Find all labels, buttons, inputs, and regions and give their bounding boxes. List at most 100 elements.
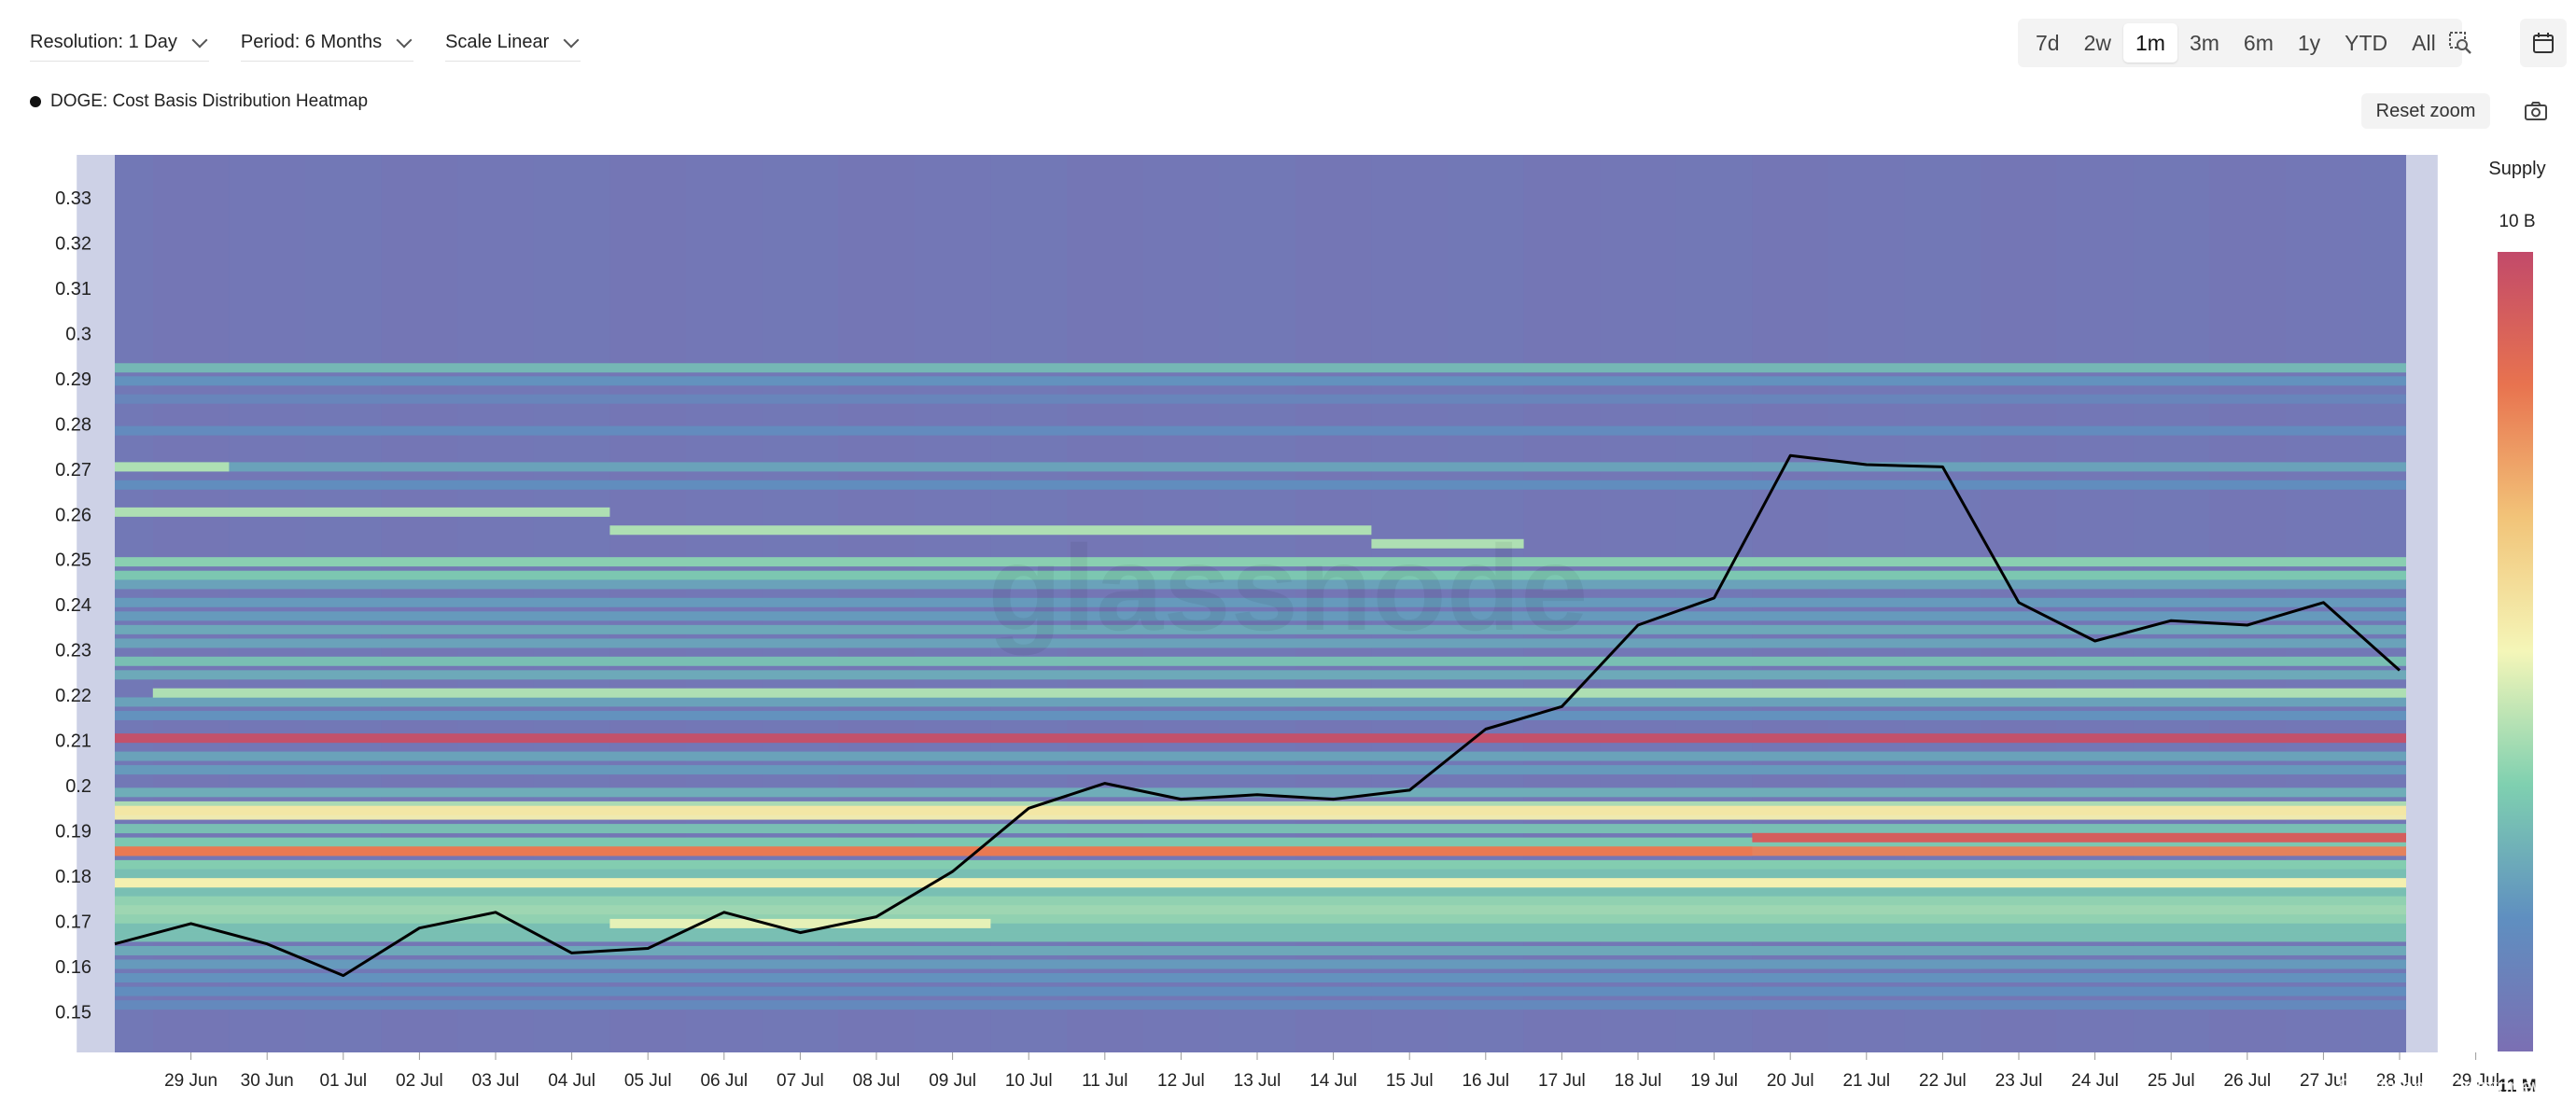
price-line xyxy=(114,453,2401,978)
heatmap-band xyxy=(115,837,2406,847)
x-tick-label: 07 Jul xyxy=(777,1071,824,1091)
x-tick-label: 06 Jul xyxy=(700,1071,748,1091)
reset-zoom-button[interactable]: Reset zoom xyxy=(2361,93,2490,129)
y-tick-label: 0.27 xyxy=(55,460,91,480)
heatmap-band xyxy=(115,697,2406,707)
scale-dropdown[interactable]: Scale Linear xyxy=(445,26,581,62)
y-tick-label: 0.25 xyxy=(55,550,91,571)
y-tick-label: 0.18 xyxy=(55,867,91,887)
x-tick-label: 17 Jul xyxy=(1538,1071,1586,1091)
heatmap-band xyxy=(115,765,2406,775)
heatmap-band xyxy=(115,905,2406,915)
y-tick-label: 0.16 xyxy=(55,957,91,978)
x-tick-label: 16 Jul xyxy=(1462,1071,1509,1091)
x-tick-label: 13 Jul xyxy=(1234,1071,1281,1091)
range-2w-button[interactable]: 2w xyxy=(2083,30,2111,55)
y-tick-label: 0.32 xyxy=(55,234,91,255)
x-tick-label: 04 Jul xyxy=(548,1071,595,1091)
heatmap-segment xyxy=(115,878,2406,888)
heatmap-segment xyxy=(115,846,1753,856)
heatmap-band xyxy=(115,787,2406,798)
heatmap-segment xyxy=(1752,832,2406,842)
resolution-dropdown[interactable]: Resolution: 1 Day xyxy=(30,26,209,62)
calendar-button[interactable] xyxy=(2520,19,2567,67)
range-6m-button[interactable]: 6m xyxy=(2243,30,2274,55)
heatmap-band xyxy=(115,363,2406,373)
camera-icon xyxy=(2525,102,2547,120)
range-all-button[interactable]: All xyxy=(2412,30,2436,55)
range-3m-button[interactable]: 3m xyxy=(2189,30,2219,55)
x-tick-label: 15 Jul xyxy=(1386,1071,1434,1091)
heatmap-band xyxy=(115,896,2406,906)
y-tick-label: 0.29 xyxy=(55,369,91,390)
heatmap-band xyxy=(115,751,2406,761)
heatmap-segment xyxy=(115,507,610,517)
range-7d-button[interactable]: 7d xyxy=(2036,30,2060,55)
colorbar-max-label: 10 B xyxy=(2499,212,2535,231)
heatmap-band xyxy=(115,869,2406,879)
heatmap-layer xyxy=(77,155,2438,1052)
x-tick-label: 05 Jul xyxy=(624,1071,672,1091)
heatmap-band xyxy=(115,886,2406,897)
y-tick-label: 0.22 xyxy=(55,686,91,706)
colorbar: Supply 10 B 11 M xyxy=(2488,159,2545,1096)
heatmap-band xyxy=(115,914,2406,925)
x-tick-label: 01 Jul xyxy=(319,1071,367,1091)
x-tick-label: 21 Jul xyxy=(1842,1071,1890,1091)
y-tick-label: 0.19 xyxy=(55,822,91,842)
heatmap-band xyxy=(115,656,2406,666)
heatmap-band xyxy=(115,425,2406,436)
range-1y-button[interactable]: 1y xyxy=(2297,30,2321,55)
zoom-select-icon[interactable] xyxy=(2448,23,2472,63)
heatmap-band xyxy=(115,624,2406,634)
colorbar-gradient xyxy=(2498,252,2533,1051)
heatmap-band xyxy=(115,480,2406,490)
heatmap-band xyxy=(115,733,2406,744)
x-tick-label: 28 Jul xyxy=(2376,1071,2424,1091)
source-credit: Santiment • Cryptonews xyxy=(2338,1075,2557,1098)
x-tick-label: 26 Jul xyxy=(2223,1071,2271,1091)
y-tick-label: 0.2 xyxy=(65,776,91,797)
scale-label: Scale Linear xyxy=(445,32,550,52)
legend-dot xyxy=(30,96,41,107)
range-ytd-button[interactable]: YTD xyxy=(2345,30,2388,55)
range-1m-button[interactable]: 1m xyxy=(2123,23,2177,63)
heatmap-segment xyxy=(609,525,1372,536)
x-tick-label: 14 Jul xyxy=(1309,1071,1357,1091)
y-tick-label: 0.21 xyxy=(55,731,91,752)
heatmap-band xyxy=(115,557,2406,567)
heatmap-band xyxy=(115,932,2406,942)
heatmap-segment xyxy=(152,688,2406,698)
screenshot-button[interactable] xyxy=(2516,93,2555,129)
y-axis: 0.33 0.32 0.31 0.3 0.29 0.28 0.27 0.26 0.25 0.24 0… xyxy=(55,188,91,1023)
legend-label: DOGE: Cost Basis Distribution Heatmap xyxy=(50,91,369,111)
y-tick-label: 0.33 xyxy=(55,188,91,209)
x-tick-label: 02 Jul xyxy=(396,1071,443,1091)
heatmap-band xyxy=(115,394,2406,404)
x-tick-label: 27 Jul xyxy=(2300,1071,2347,1091)
heatmap-band xyxy=(115,973,2406,983)
x-tick-label: 11 Jul xyxy=(1082,1071,1127,1091)
heatmap-band xyxy=(115,462,2406,472)
heatmap-segment xyxy=(609,918,991,928)
colorbar-title: Supply xyxy=(2488,159,2545,179)
x-tick-label: 12 Jul xyxy=(1157,1071,1205,1091)
chart-legend: DOGE: Cost Basis Distribution Heatmap xyxy=(30,91,368,112)
x-tick-label: 09 Jul xyxy=(929,1071,976,1091)
heatmap-band xyxy=(115,859,2406,870)
y-tick-label: 0.23 xyxy=(55,641,91,661)
x-tick-label: 30 Jun xyxy=(241,1071,294,1091)
chart-toolbar: Resolution: 1 Day Period: 6 Months Scale… xyxy=(30,22,581,65)
heatmap-band xyxy=(115,597,2406,607)
y-tick-label: 0.28 xyxy=(55,414,91,435)
heatmap-band xyxy=(115,638,2406,648)
x-tick-label: 24 Jul xyxy=(2071,1071,2119,1091)
heatmap-band xyxy=(115,986,2406,996)
period-dropdown[interactable]: Period: 6 Months xyxy=(240,26,414,62)
y-tick-label: 0.17 xyxy=(55,912,91,932)
x-tick-label: 03 Jul xyxy=(472,1071,520,1091)
heatmap-band xyxy=(115,611,2406,621)
heatmap-segment xyxy=(115,462,230,472)
period-label: Period: 6 Months xyxy=(240,32,383,52)
